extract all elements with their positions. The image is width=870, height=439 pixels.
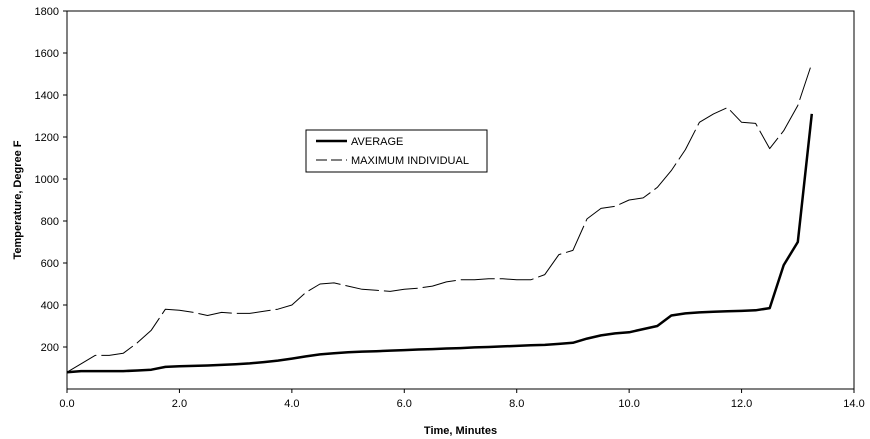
legend-box: [305, 129, 488, 173]
x-tick-label: 14.0: [843, 398, 864, 410]
y-tick-label: 200: [41, 342, 59, 354]
legend-label-maximum-individual: MAXIMUM INDIVIDUAL: [351, 155, 469, 167]
series-layer: [66, 63, 814, 374]
y-tick-label: 1600: [35, 48, 59, 60]
x-tick-label: 2.0: [172, 398, 187, 410]
x-tick-label: 6.0: [397, 398, 412, 410]
x-tick-label: 12.0: [731, 398, 752, 410]
series-line-maximum-individual: [66, 63, 813, 373]
x-tick-label: 4.0: [284, 398, 299, 410]
x-tick-label: 0.0: [59, 398, 74, 410]
y-tick-label: 400: [41, 300, 59, 312]
legend-label-average: AVERAGE: [351, 136, 403, 148]
x-tick-label: 8.0: [509, 398, 524, 410]
x-axis-title: Time, Minutes: [424, 425, 497, 437]
legend: AVERAGE MAXIMUM INDIVIDUAL: [305, 129, 488, 173]
x-tick-label: 10.0: [618, 398, 639, 410]
y-tick-label: 1800: [35, 6, 59, 18]
y-tick-label: 1200: [35, 132, 59, 144]
series-line-average: [66, 113, 814, 374]
y-tick-label: 600: [41, 258, 59, 270]
x-axis-ticks: 0.0 2.0 4.0 6.0 8.0 10.0 12.0 14.0: [59, 389, 865, 410]
y-axis-title: Temperature, Degree F: [12, 140, 24, 259]
y-tick-label: 1000: [35, 174, 59, 186]
y-tick-label: 800: [41, 216, 59, 228]
y-tick-label: 1400: [35, 90, 59, 102]
plot-area: [66, 10, 855, 390]
y-axis-ticks: 200 400 600 800 1000 1200 1400 1600 1800: [35, 6, 67, 354]
